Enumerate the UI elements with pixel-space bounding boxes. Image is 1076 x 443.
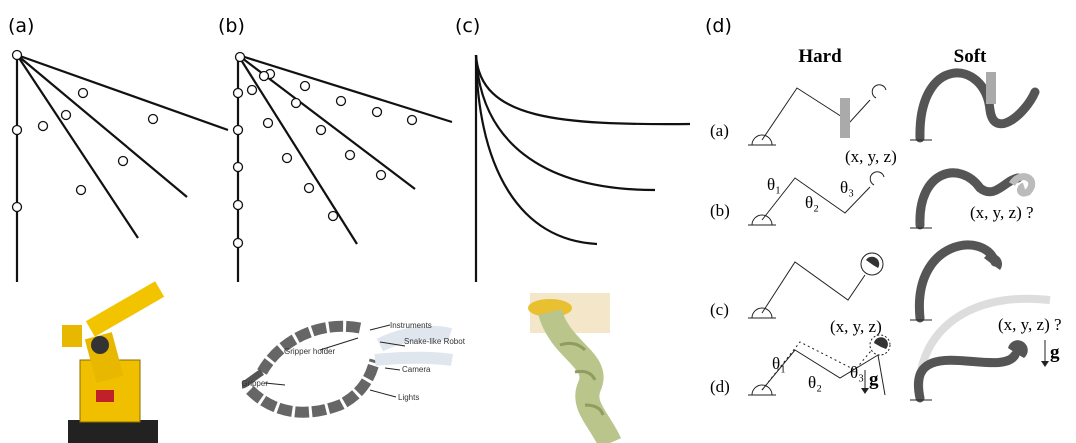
- row-label: (c): [710, 300, 729, 319]
- hard-robot-sketches: [748, 85, 890, 395]
- continuum-diagram: [476, 55, 690, 282]
- target-label: (x, y, z): [845, 147, 897, 166]
- column-header: Hard: [798, 46, 842, 67]
- soft-robot-sketches: [910, 72, 1050, 400]
- joint-angle: θ₁: [772, 354, 786, 373]
- photo-annotation: Camera: [402, 365, 431, 374]
- joint-angle: θ₂: [808, 373, 822, 392]
- snake-robot-photo: Instruments Gripper holder Snake-like Ro…: [241, 321, 465, 412]
- photo-annotation: Snake-like Robot: [404, 337, 466, 346]
- target-label: (x, y, z) ?: [998, 315, 1062, 334]
- photo-annotation: Lights: [398, 393, 419, 402]
- photo-annotation: Instruments: [390, 321, 432, 330]
- row-label: (b): [710, 201, 730, 220]
- target-label: (x, y, z) ?: [970, 203, 1034, 222]
- joint-angle: θ₃: [840, 178, 854, 197]
- soft-robot-photo: [528, 293, 610, 443]
- photo-annotation: Gripper: [241, 379, 268, 388]
- panel-label: (c): [455, 15, 480, 37]
- industrial-robot-photo: [62, 281, 164, 443]
- panel-label: (b): [218, 15, 245, 37]
- joint-angle: θ₁: [767, 175, 781, 194]
- figure: (a) (b) (c) (d) Instruments Gripper hold…: [0, 0, 1076, 443]
- gravity-label: g: [1050, 342, 1060, 363]
- gravity-label: g: [869, 369, 879, 390]
- joint-angle: θ₂: [805, 193, 819, 212]
- rigid-diagram: [13, 51, 229, 283]
- joint-angle: θ₃: [850, 363, 864, 382]
- target-label: (x, y, z): [830, 317, 882, 336]
- photo-annotation: Gripper holder: [284, 347, 335, 356]
- row-label: (a): [710, 121, 729, 140]
- snake-diagram: [234, 53, 453, 283]
- row-label: (d): [710, 377, 730, 396]
- panel-label: (d): [705, 15, 732, 37]
- panel-label: (a): [8, 15, 34, 37]
- column-header: Soft: [954, 46, 987, 67]
